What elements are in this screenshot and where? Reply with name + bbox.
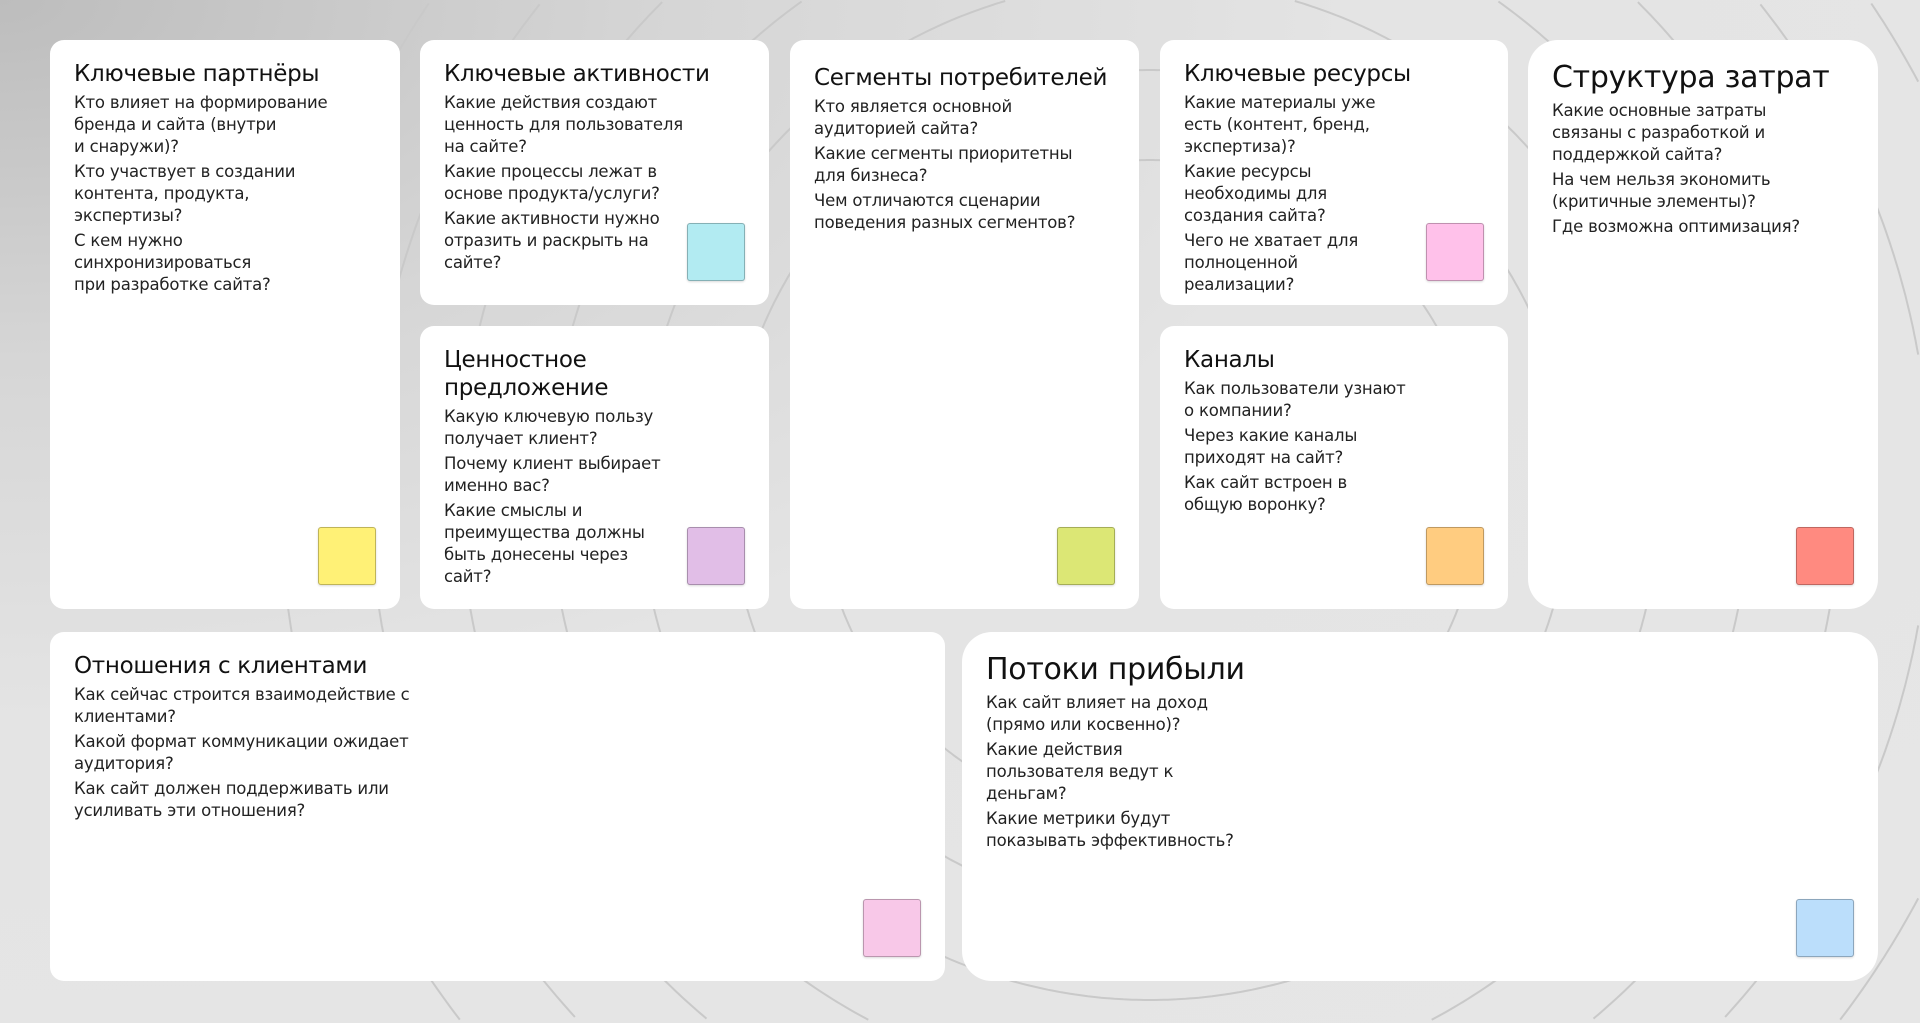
card-question: Кто влияет на формирование бренда и сайт… (74, 93, 328, 156)
card-question: Какую ключевую пользу получает клиент? (444, 407, 654, 448)
card-question: С кем нужно синхронизироваться при разра… (74, 231, 271, 294)
card-key-activities: Ключевые активности Какие действия создаю… (420, 40, 769, 305)
sticky-note[interactable] (318, 527, 376, 585)
card-question: Какие действия пользователя ведут к день… (986, 740, 1174, 803)
card-question: Какие процессы лежат в основе продукта/у… (444, 162, 660, 203)
card-question: Кто является основной аудиторией сайта? (814, 97, 1012, 138)
card-cost-structure: Структура затрат Какие основные затраты с… (1528, 40, 1878, 609)
card-customer-segments: Сегменты потребителей Кто является основн… (790, 40, 1139, 609)
card-question: Какие материалы уже есть (контент, бренд… (1184, 93, 1376, 156)
card-question: На чем нельзя экономить (критичные элеме… (1552, 170, 1771, 211)
card-question: Почему клиент выбирает именно вас? (444, 454, 661, 495)
card-question: Где возможна оптимизация? (1552, 217, 1800, 236)
card-question: Кто участвует в создании контента, проду… (74, 162, 296, 225)
card-question: Какой формат коммуникации ожидает аудито… (74, 732, 409, 773)
card-question: Чего не хватает для полноценной реализац… (1184, 231, 1359, 294)
sticky-note[interactable] (1426, 527, 1484, 585)
card-question: Какие основные затраты связаны с разрабо… (1552, 101, 1767, 164)
card-question: Как сайт влияет на доход (прямо или косв… (986, 693, 1208, 734)
card-revenue-streams: Потоки прибыли Как сайт влияет на доход (… (962, 632, 1878, 981)
background-arc (1870, 2, 1920, 83)
card-title: Ключевые активности (444, 61, 710, 87)
card-question: Чем отличаются сценарии поведения разных… (814, 191, 1076, 232)
card-question: Какие сегменты приоритетны для бизнеса? (814, 144, 1073, 185)
sticky-note[interactable] (1057, 527, 1115, 585)
card-question: Какие метрики будут показывать эффективн… (986, 809, 1234, 850)
card-question: Как сайт должен поддерживать или усилива… (74, 779, 389, 820)
card-value-proposition: Ценностное предложение Какую ключевую пол… (420, 326, 769, 609)
sticky-note[interactable] (687, 223, 745, 281)
sticky-note[interactable] (863, 899, 921, 957)
card-title: Ключевые ресурсы (1184, 61, 1411, 87)
card-customer-relationships: Отношения с клиентами Как сейчас строится… (50, 632, 945, 981)
background-arc (1839, 897, 1920, 1021)
card-title: Сегменты потребителей (814, 65, 1108, 91)
card-title: Отношения с клиентами (74, 653, 368, 679)
card-question: Какие действия создают ценность для поль… (444, 93, 683, 156)
card-question: Как сейчас строится взаимодействие с кли… (74, 685, 410, 726)
card-title: Ценностное предложение (444, 347, 609, 401)
card-question: Через какие каналы приходят на сайт? (1184, 426, 1358, 467)
card-title: Потоки прибыли (986, 652, 1245, 687)
card-question: Какие ресурсы необходимы для создания са… (1184, 162, 1328, 225)
card-question: Как пользователи узнают о компании? (1184, 379, 1406, 420)
card-key-resources: Ключевые ресурсы Какие материалы уже есть… (1160, 40, 1508, 305)
card-title: Ключевые партнёры (74, 61, 320, 87)
card-title: Структура затрат (1552, 60, 1830, 95)
sticky-note[interactable] (687, 527, 745, 585)
card-question: Какие активности нужно отразить и раскры… (444, 209, 660, 272)
card-question: Как сайт встроен в общую воронку? (1184, 473, 1348, 514)
card-key-partners: Ключевые партнёры Кто влияет на формирова… (50, 40, 400, 609)
sticky-note[interactable] (1796, 899, 1854, 957)
card-channels: Каналы Как пользователи узнают о компании… (1160, 326, 1508, 609)
sticky-note[interactable] (1426, 223, 1484, 281)
card-title: Каналы (1184, 347, 1275, 373)
sticky-note[interactable] (1796, 527, 1854, 585)
card-question: Какие смыслы и преимущества должны быть … (444, 501, 645, 586)
